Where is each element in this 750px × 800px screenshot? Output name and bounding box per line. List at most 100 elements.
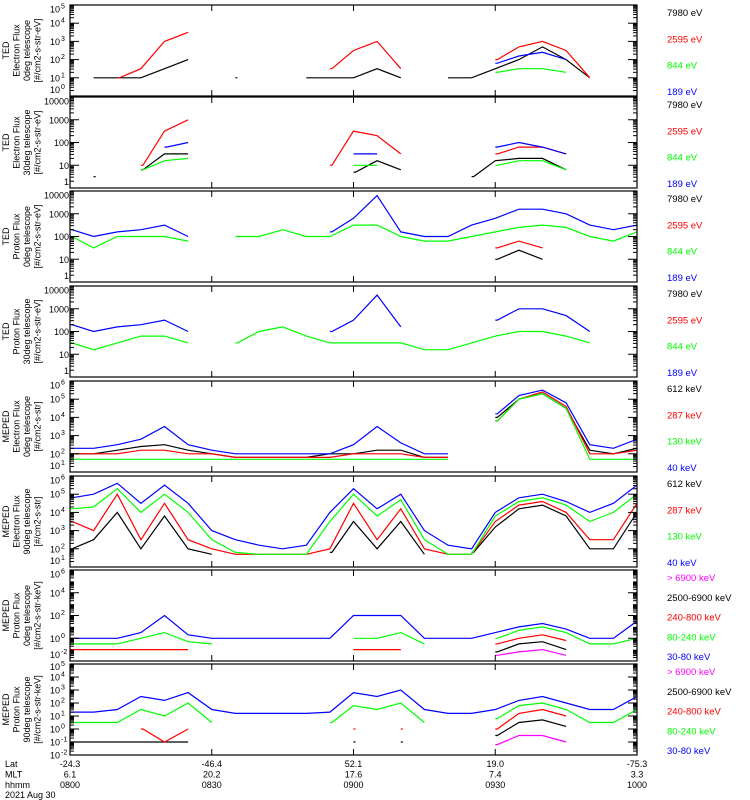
y-tick-label: 100	[54, 232, 69, 242]
y-axis-label: Proton Flux	[12, 308, 22, 355]
legend-entry: 844 eV	[667, 247, 698, 258]
y-tick-exponent: 4	[61, 507, 65, 514]
y-axis-label: TED	[1, 322, 11, 341]
legend-entry: 130 keV	[667, 437, 703, 448]
y-tick-exponent: 6	[61, 569, 65, 576]
date-label: 2021 Aug 30	[5, 790, 56, 800]
series-line-130-kev	[70, 393, 637, 460]
legend-entry: 240-800 keV	[667, 613, 722, 624]
y-tick-label: 10	[50, 73, 60, 83]
y-axis-label: [#/cm2-s-str-eV]	[33, 110, 43, 174]
y-tick-exponent: 4	[61, 587, 65, 594]
y-tick-label: 10	[50, 611, 60, 621]
y-axis-label: [#/cm2-s-str-eV]	[33, 18, 43, 82]
legend-entry: 844 eV	[667, 342, 698, 353]
series-line-844-ev	[140, 153, 637, 171]
legend-entry: 189 eV	[667, 273, 698, 284]
y-tick-label: 10	[50, 556, 60, 566]
legend-entry: 189 eV	[667, 87, 698, 98]
y-tick-exponent: 0	[61, 84, 65, 91]
y-axis-label: 90deg telescope	[22, 676, 32, 742]
y-tick-label: 10	[59, 161, 69, 171]
x-tick-hhmm: 0800	[60, 780, 80, 790]
series-line-189-ev	[495, 51, 567, 64]
series-line-189-ev	[70, 194, 637, 238]
y-tick-label: 10	[50, 738, 60, 748]
legend-entry: 80-240 keV	[667, 726, 716, 737]
y-tick-label: 10	[50, 673, 60, 683]
series-line-287-kev	[70, 391, 637, 458]
x-tick-hhmm: 0930	[485, 780, 505, 790]
x-tick-hhmm: 0830	[202, 780, 222, 790]
y-tick-label: 1000	[49, 209, 69, 219]
x-tick-lat: -24.3	[60, 759, 81, 769]
legend-entry: 612 keV	[667, 479, 703, 490]
legend-entry: > 6900 keV	[667, 667, 716, 678]
legend-entry: 40 keV	[667, 463, 697, 474]
y-tick-label: 1000	[49, 115, 69, 125]
series-line--6900-kev	[70, 734, 637, 753]
y-tick-label: 10	[50, 85, 60, 95]
y-tick-exponent: 4	[61, 672, 65, 679]
y-tick-label: 10	[50, 725, 60, 735]
x-axis-row-label: Lat	[5, 759, 18, 769]
y-axis-label: Electron Flux	[12, 24, 22, 77]
y-tick-exponent: 3	[61, 525, 65, 532]
y-tick-exponent: 4	[61, 18, 65, 25]
legend-entry: 240-800 keV	[667, 707, 722, 718]
x-tick-mlt: 17.6	[345, 770, 363, 780]
legend-entry: > 6900 keV	[667, 573, 716, 584]
y-tick-exponent: 2	[61, 698, 65, 705]
series-line-130-kev	[70, 487, 637, 555]
y-tick-exponent: 0	[61, 633, 65, 640]
y-tick-exponent: -2	[61, 649, 67, 656]
y-axis-label: 0deg telescope	[22, 20, 32, 81]
x-tick-hhmm: 1000	[627, 780, 647, 790]
series-line-189-ev	[70, 294, 637, 333]
y-tick-exponent: 3	[61, 685, 65, 692]
panel-ted-electron-30deg: 7980 eV 2595 eV 844 eV 189 eV 1 10 100 1000 1000…	[1, 96, 703, 190]
y-tick-exponent: 0	[61, 724, 65, 731]
y-axis-label: Electron Flux	[12, 400, 22, 453]
y-tick-label: 10	[50, 381, 60, 391]
y-axis-label: Proton Flux	[12, 686, 22, 733]
series-line-7980-ev	[495, 249, 543, 260]
x-axis-row-label: hhmm	[5, 780, 30, 790]
legend-entry: 2500-6900 keV	[667, 687, 732, 698]
y-tick-label: 10	[50, 55, 60, 65]
y-axis-label: Electron Flux	[12, 116, 22, 169]
legend-entry: 7980 eV	[667, 8, 703, 19]
series-line--6900-kev	[495, 648, 567, 656]
y-tick-exponent: 1	[61, 711, 65, 718]
y-tick-label: 10	[50, 570, 60, 580]
legend-entry: 2595 eV	[667, 34, 703, 45]
y-tick-label: 10	[59, 255, 69, 265]
y-tick-exponent: 5	[61, 4, 65, 11]
y-axis-label: 0deg telescope	[22, 206, 32, 267]
y-axis-label: Proton Flux	[12, 213, 22, 260]
legend-entry: 7980 eV	[667, 194, 703, 205]
legend-entry: 2595 eV	[667, 220, 703, 231]
y-tick-label: 10000	[44, 191, 69, 201]
y-tick-label: 10	[50, 449, 60, 459]
y-tick-label: 100	[54, 327, 69, 337]
y-axis-label: 30deg telescope	[22, 109, 32, 175]
y-axis-label: [#/cm2-s-str-eV]	[33, 299, 43, 363]
legend-entry: 844 eV	[667, 61, 698, 72]
panel-frame	[69, 285, 638, 378]
y-tick-exponent: -2	[61, 750, 67, 757]
x-axis-row-label: MLT	[5, 770, 23, 780]
panel-ted-proton-0deg: 7980 eV 2595 eV 844 eV 189 eV 1 10 100 1000 1000…	[1, 190, 703, 284]
y-tick-label: 10000	[44, 97, 69, 107]
series-line-844-ev	[70, 326, 637, 351]
y-tick-exponent: 4	[61, 412, 65, 419]
legend-entry: 30-80 keV	[667, 652, 711, 663]
y-axis-label: Proton Flux	[12, 592, 22, 639]
y-tick-exponent: 2	[61, 543, 65, 550]
y-tick-exponent: 1	[61, 72, 65, 79]
y-axis-label: TED	[1, 133, 11, 152]
y-tick-exponent: 2	[61, 448, 65, 455]
